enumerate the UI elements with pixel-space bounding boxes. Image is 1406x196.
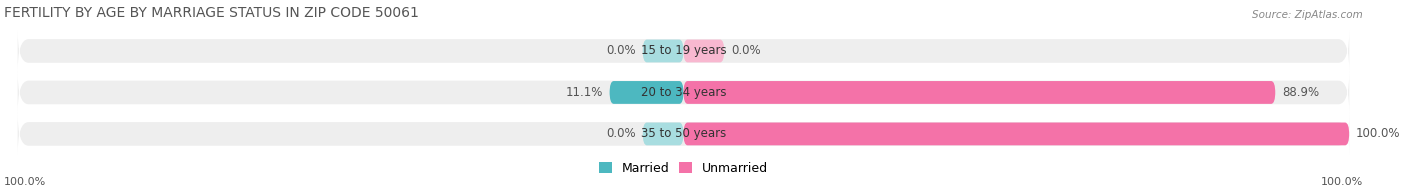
Text: Source: ZipAtlas.com: Source: ZipAtlas.com: [1251, 10, 1362, 20]
Text: 0.0%: 0.0%: [731, 44, 761, 57]
FancyBboxPatch shape: [18, 71, 1350, 114]
Text: 100.0%: 100.0%: [4, 177, 46, 187]
Legend: Married, Unmarried: Married, Unmarried: [595, 157, 773, 180]
FancyBboxPatch shape: [683, 40, 724, 62]
Text: 88.9%: 88.9%: [1282, 86, 1319, 99]
FancyBboxPatch shape: [18, 30, 1350, 72]
FancyBboxPatch shape: [610, 81, 683, 104]
Text: 0.0%: 0.0%: [606, 44, 636, 57]
FancyBboxPatch shape: [683, 81, 1275, 104]
FancyBboxPatch shape: [683, 122, 1350, 145]
Text: FERTILITY BY AGE BY MARRIAGE STATUS IN ZIP CODE 50061: FERTILITY BY AGE BY MARRIAGE STATUS IN Z…: [4, 6, 419, 20]
Text: 0.0%: 0.0%: [606, 127, 636, 140]
Text: 11.1%: 11.1%: [565, 86, 603, 99]
Text: 100.0%: 100.0%: [1355, 127, 1400, 140]
Text: 100.0%: 100.0%: [1320, 177, 1362, 187]
FancyBboxPatch shape: [18, 113, 1350, 155]
Text: 35 to 50 years: 35 to 50 years: [641, 127, 725, 140]
FancyBboxPatch shape: [643, 40, 683, 62]
Text: 20 to 34 years: 20 to 34 years: [641, 86, 727, 99]
Text: 15 to 19 years: 15 to 19 years: [641, 44, 727, 57]
FancyBboxPatch shape: [643, 122, 683, 145]
